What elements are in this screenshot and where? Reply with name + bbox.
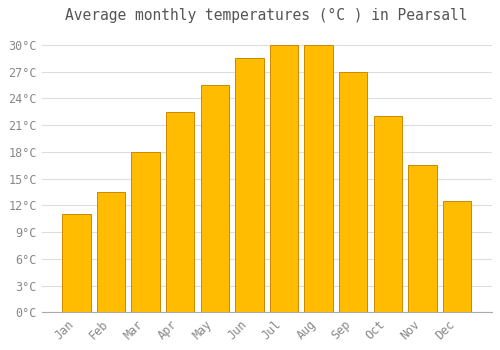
- Bar: [339, 72, 368, 313]
- Bar: [270, 45, 298, 313]
- Bar: [304, 45, 333, 313]
- Bar: [374, 116, 402, 313]
- Bar: [166, 112, 194, 313]
- Bar: [97, 192, 125, 313]
- Title: Average monthly temperatures (°C ) in Pearsall: Average monthly temperatures (°C ) in Pe…: [66, 8, 468, 23]
- Bar: [62, 214, 90, 313]
- Bar: [200, 85, 229, 313]
- Bar: [443, 201, 471, 313]
- Bar: [408, 165, 436, 313]
- Bar: [235, 58, 264, 313]
- Bar: [132, 152, 160, 313]
